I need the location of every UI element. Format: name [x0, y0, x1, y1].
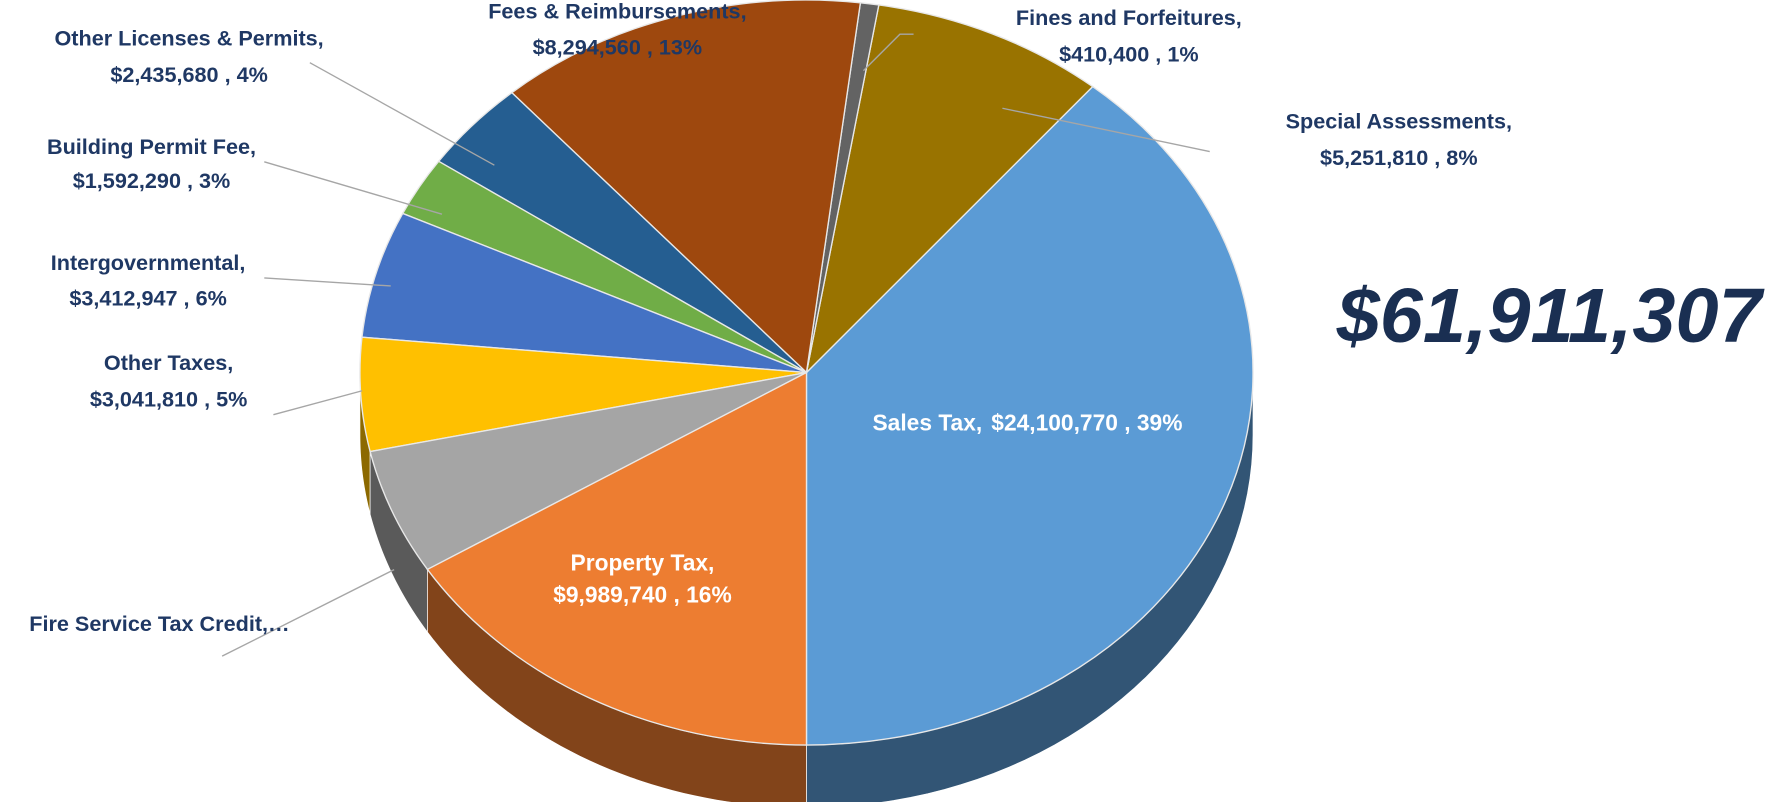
data-label: Fines and Forfeitures, $410,400 , 1%: [1016, 5, 1242, 66]
label-value: $1,592,290 , 3%: [73, 168, 231, 193]
slice: [805, 85, 1254, 746]
slice: [510, 0, 862, 374]
label-name: Special Assessments,: [1286, 109, 1512, 134]
label-name: Property Tax,: [571, 550, 715, 576]
label-value: $8,294,560 , 13%: [533, 35, 703, 60]
label-value: $3,041,810 , 5%: [90, 387, 248, 412]
data-label: Fire Service Tax Credit,…: [29, 611, 289, 636]
label-value: $9,989,740 , 16%: [553, 582, 731, 608]
slice: [361, 212, 807, 374]
total: $61,911,307: [1336, 273, 1766, 359]
leader-line: [862, 33, 914, 72]
leader-line: [273, 390, 363, 416]
data-label: Property Tax, $9,989,740 , 16%: [553, 550, 731, 608]
data-label: Other Licenses & Permits, $2,435,680 , 4%: [54, 26, 323, 87]
label-value: $5,251,810 , 8%: [1320, 145, 1478, 170]
slices: [359, 0, 1254, 746]
label-name: Fees & Reimbursements,: [488, 0, 746, 23]
slice: [369, 371, 807, 571]
data-label: Other Taxes, $3,041,810 , 5%: [90, 350, 248, 411]
slice: [426, 371, 808, 746]
label-value: $3,412,947 , 6%: [69, 285, 227, 310]
leader-line: [309, 62, 495, 166]
leader-line: [264, 277, 391, 287]
label-value: $2,435,680 , 4%: [110, 62, 268, 87]
label-name: Intergovernmental,: [51, 250, 246, 275]
data-label: Special Assessments, $5,251,810 , 8%: [1286, 109, 1512, 170]
leader-line: [221, 568, 395, 657]
leader-line: [264, 161, 443, 215]
label-name: Other Taxes,: [104, 350, 233, 375]
label-name: Fire Service Tax Credit,…: [29, 611, 289, 636]
label-name: Building Permit Fee,: [47, 134, 256, 159]
data-label: Intergovernmental, $3,412,947 , 6%: [51, 250, 246, 310]
leader-line: [1002, 107, 1210, 153]
label-name: Fines and Forfeitures,: [1016, 5, 1242, 30]
slice: [805, 4, 1094, 375]
label-value: $24,100,770 , 39%: [991, 410, 1182, 436]
label-value: $410,400 , 1%: [1059, 42, 1198, 67]
data-label: Fees & Reimbursements, $8,294,560 , 13%: [488, 0, 746, 60]
label-name: Sales Tax,: [873, 410, 983, 436]
data-label: Sales Tax, $24,100,770 , 39%: [873, 410, 1183, 436]
label-name: Other Licenses & Permits,: [54, 26, 323, 51]
data-label: Building Permit Fee, $1,592,290 , 3%: [47, 134, 256, 193]
